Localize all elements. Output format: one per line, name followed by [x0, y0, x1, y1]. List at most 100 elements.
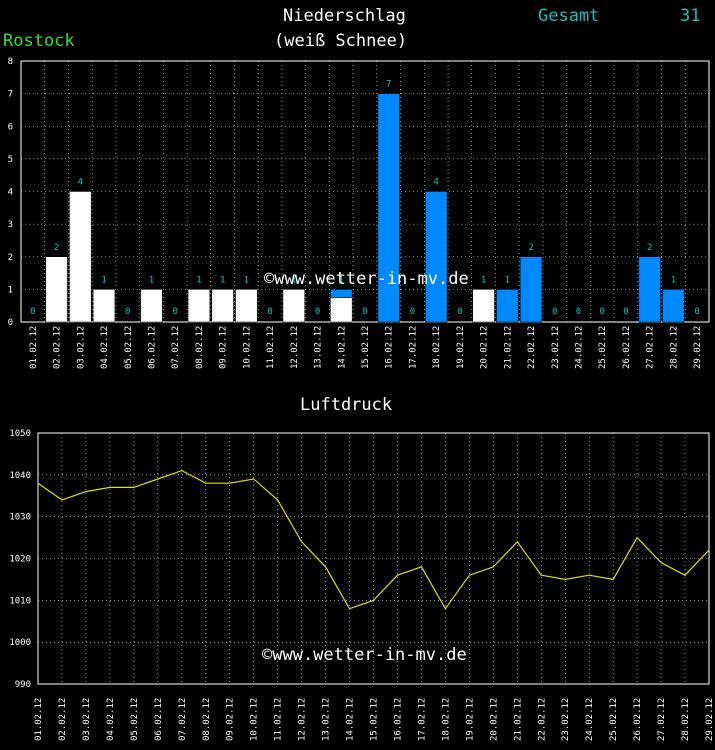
bar-x-tick-label: 04.02.12: [100, 326, 110, 369]
line-x-tick-label: 18.02.12: [441, 698, 451, 741]
bar-data-label: 0: [30, 307, 35, 317]
line-x-tick-label: 02.02.12: [58, 698, 68, 741]
bar-x-tick-label: 01.02.12: [29, 326, 39, 369]
snow-bar: [140, 289, 163, 323]
bar-x-tick-label: 22.02.12: [527, 326, 537, 369]
line-x-tick-label: 03.02.12: [82, 698, 92, 741]
bar-data-label: 2: [528, 243, 533, 253]
bar-x-tick-label: 21.02.12: [503, 326, 513, 369]
line-x-tick-label: 07.02.12: [178, 698, 188, 741]
line-x-tick-label: 08.02.12: [202, 698, 212, 741]
bar-x-tick-label: 03.02.12: [76, 326, 86, 369]
bar-data-label: 4: [433, 178, 438, 188]
bar-data-label: 2: [54, 243, 59, 253]
bar-x-tick-label: 08.02.12: [195, 326, 205, 369]
bar-x-tick-label: 17.02.12: [408, 326, 418, 369]
bar-y-tick-label: 2: [8, 253, 13, 263]
line-x-tick-label: 25.02.12: [609, 698, 619, 741]
bar-y-tick-label: 0: [8, 318, 13, 328]
bar-x-tick-label: 19.02.12: [456, 326, 466, 369]
line-x-tick-label: 24.02.12: [585, 698, 595, 741]
line-y-tick-label: 990: [15, 680, 31, 690]
line-x-tick-label: 15.02.12: [370, 698, 380, 741]
bar-y-tick-label: 6: [8, 122, 13, 132]
snow-bar: [92, 289, 116, 323]
line-y-tick-label: 1040: [9, 471, 31, 481]
snow-bar: [187, 289, 211, 323]
total-value: 31: [680, 6, 701, 26]
line-x-tick-label: 21.02.12: [513, 698, 523, 741]
line-x-tick-label: 14.02.12: [346, 698, 356, 741]
bar-x-tick-label: 14.02.12: [337, 326, 347, 369]
bar-data-label: 0: [125, 307, 130, 317]
rain-bar: [425, 191, 448, 323]
bar-data-label: 1: [505, 275, 510, 285]
bar-x-tick-label: 06.02.12: [147, 326, 157, 369]
bar-x-tick-label: 13.02.12: [314, 326, 324, 369]
bar-y-tick-label: 3: [8, 220, 13, 230]
bar-data-label: 0: [576, 307, 581, 317]
bar-data-label: 0: [410, 307, 415, 317]
line-x-tick-label: 16.02.12: [393, 698, 403, 741]
line-x-tick-label: 26.02.12: [633, 698, 643, 741]
snow-bar: [282, 289, 305, 323]
bar-x-tick-label: 29.02.12: [693, 326, 703, 369]
bar-x-tick-label: 23.02.12: [551, 326, 561, 369]
bar-data-label: 1: [481, 275, 486, 285]
watermark: ©www.wetter-in-mv.de: [264, 269, 469, 289]
line-y-tick-label: 1010: [9, 596, 31, 606]
pressure-title: Luftdruck: [300, 395, 393, 415]
bar-x-tick-label: 27.02.12: [646, 326, 656, 369]
bar-y-tick-label: 1: [8, 285, 13, 295]
bar-data-label: 2: [647, 243, 652, 253]
bar-data-label: 1: [291, 275, 296, 285]
bar-data-label: 0: [623, 307, 628, 317]
line-x-tick-label: 23.02.12: [561, 698, 571, 741]
rain-bar: [377, 93, 400, 323]
station-name: Rostock: [3, 31, 75, 51]
rain-bar: [519, 256, 543, 323]
pressure-series-line: [37, 469, 710, 610]
line-y-tick-label: 1050: [9, 429, 31, 439]
rain-bar: [330, 289, 353, 298]
bar-x-tick-label: 24.02.12: [575, 326, 585, 369]
line-x-tick-label: 29.02.12: [705, 698, 715, 741]
snow-bar: [45, 256, 68, 323]
bar-data-label: 0: [172, 307, 177, 317]
bar-y-tick-label: 5: [8, 155, 13, 165]
bar-data-label: 0: [362, 307, 367, 317]
rain-bar: [662, 289, 685, 323]
line-x-tick-label: 04.02.12: [106, 698, 116, 741]
watermark: ©www.wetter-in-mv.de: [262, 645, 467, 665]
line-y-tick-label: 1020: [9, 555, 31, 565]
line-x-tick-label: 06.02.12: [154, 698, 164, 741]
bar-x-tick-label: 05.02.12: [124, 326, 134, 369]
bar-x-tick-label: 07.02.12: [171, 326, 181, 369]
bar-x-tick-label: 09.02.12: [219, 326, 229, 369]
bar-y-tick-label: 8: [8, 57, 13, 67]
snow-bar: [69, 191, 92, 323]
line-x-tick-label: 05.02.12: [130, 698, 140, 741]
precipitation-title: Niederschlag: [283, 6, 406, 26]
bar-data-label: 0: [552, 307, 557, 317]
bar-data-label: 1: [101, 275, 106, 285]
bar-y-tick-label: 4: [8, 188, 13, 198]
total-label: Gesamt: [538, 6, 600, 26]
bar-data-label: 1: [339, 275, 344, 285]
bar-data-label: 1: [196, 275, 201, 285]
rain-bar: [638, 256, 661, 323]
line-x-tick-label: 01.02.12: [34, 698, 44, 741]
bar-data-label: 0: [267, 307, 272, 317]
line-x-tick-label: 19.02.12: [465, 698, 475, 741]
bar-x-tick-label: 02.02.12: [53, 326, 63, 369]
bar-data-label: 0: [694, 307, 699, 317]
line-x-tick-label: 12.02.12: [298, 698, 308, 741]
bar-data-label: 0: [315, 307, 320, 317]
line-y-tick-label: 1030: [9, 513, 31, 523]
bar-data-label: 4: [78, 178, 83, 188]
line-x-tick-label: 22.02.12: [537, 698, 547, 741]
bar-data-label: 1: [671, 275, 676, 285]
bar-x-tick-label: 25.02.12: [598, 326, 608, 369]
bar-data-label: 1: [244, 275, 249, 285]
bar-x-tick-label: 11.02.12: [266, 326, 276, 369]
